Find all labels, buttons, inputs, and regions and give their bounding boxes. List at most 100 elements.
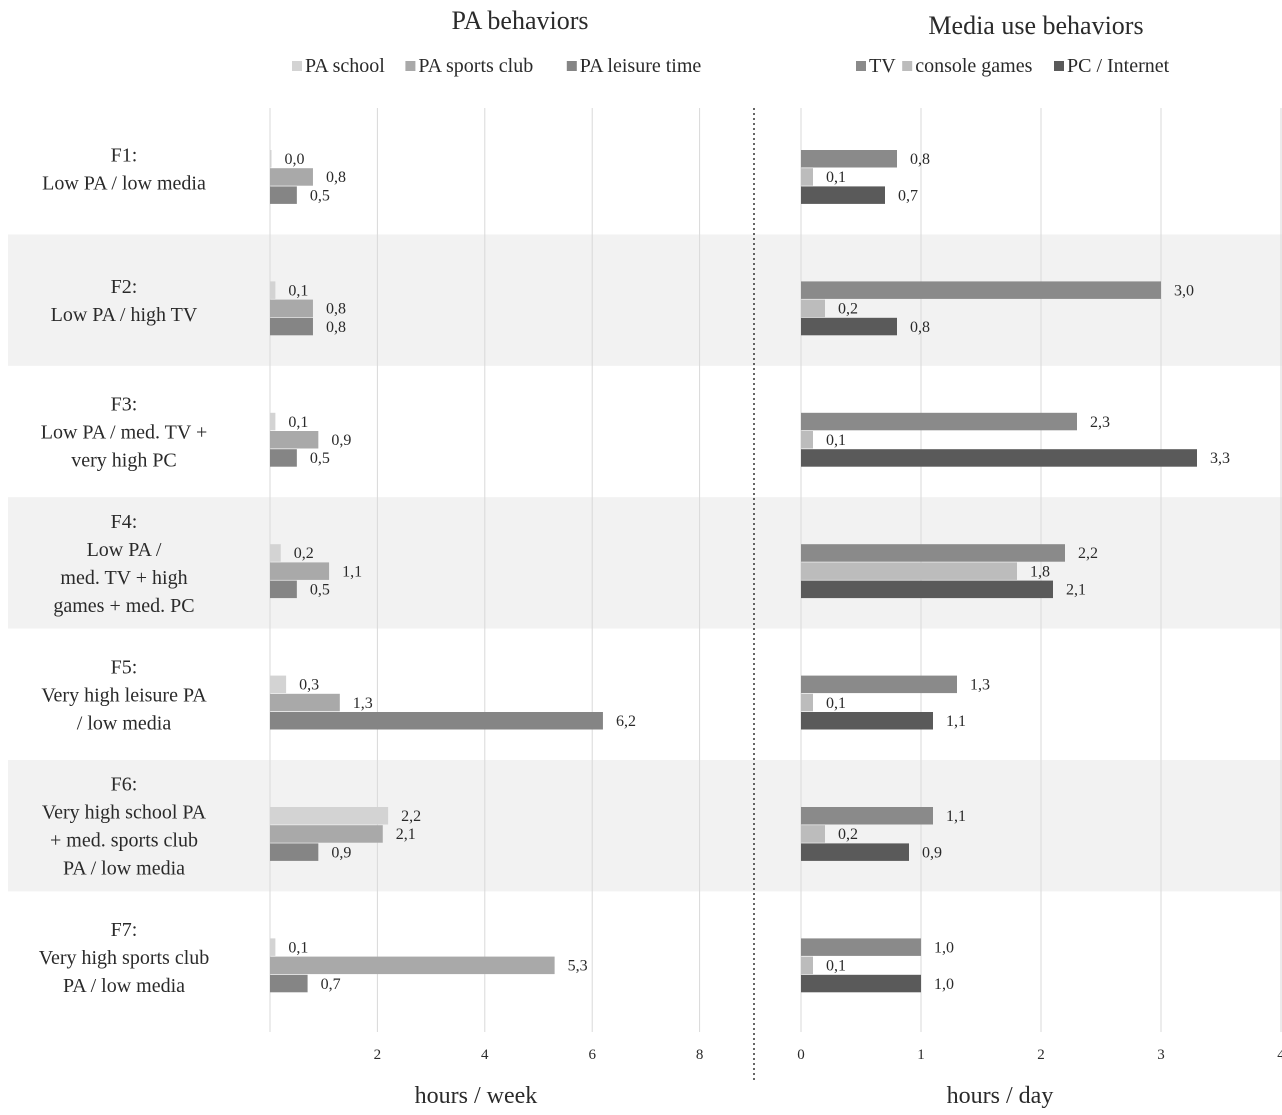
legend-label: console games <box>915 55 1032 77</box>
media-bar <box>801 675 957 694</box>
pa-value-label: 0,5 <box>310 450 330 467</box>
pa-bar <box>270 956 555 975</box>
pa-bar <box>270 449 297 467</box>
media-bar <box>801 825 825 843</box>
media-value-label: 0,8 <box>910 319 930 336</box>
media-bar <box>801 281 1161 299</box>
legend-label: PA leisure time <box>580 55 702 77</box>
pa-value-label: 1,3 <box>353 695 373 712</box>
category-label: F5: Very high leisure PA / low media <box>41 656 207 734</box>
category-label: F7: Very high sports club PA / low media <box>39 919 210 997</box>
legend-swatch <box>1054 61 1064 71</box>
category-label: F1: Low PA / low media <box>42 145 206 195</box>
pa-bar <box>270 186 297 204</box>
media-value-label: 0,8 <box>910 151 930 168</box>
media-bar <box>801 150 897 168</box>
pa-bar <box>270 281 276 299</box>
media-value-label: 0,2 <box>838 301 858 318</box>
media-tick-label: 3 <box>1157 1047 1165 1063</box>
row-band <box>8 497 1282 629</box>
media-value-label: 2,3 <box>1090 414 1110 431</box>
pa-tick-label: 2 <box>374 1047 382 1063</box>
media-bars: 0,8 3,0 2,3 2,2 1,3 1,1 1,0 0,1 0,2 0,1 1,8 0,1 0,2 0… <box>801 150 1230 993</box>
legend-label: TV <box>869 55 896 77</box>
pa-tick-label: 8 <box>696 1047 704 1063</box>
pa-bar <box>270 544 281 562</box>
pa-bar <box>270 299 313 318</box>
pa-bar <box>270 843 319 861</box>
media-value-label: 1,1 <box>946 808 966 825</box>
media-bar <box>801 449 1197 467</box>
pa-bar <box>270 938 276 956</box>
media-bar <box>801 412 1077 431</box>
legend-swatch <box>566 61 577 71</box>
pa-value-label: 2,2 <box>401 808 421 825</box>
pa-bar <box>270 431 319 449</box>
pa-value-label: 5,3 <box>568 958 588 975</box>
media-value-label: 0,9 <box>922 844 942 861</box>
pa-legend: PA school PA sports club PA leisure time <box>292 55 701 77</box>
pa-value-label: 0,8 <box>326 319 346 336</box>
media-bar <box>801 299 825 318</box>
legend-label: PA sports club <box>418 55 533 77</box>
pa-x-axis-title: hours / week <box>415 1083 538 1109</box>
media-tick-label: 1 <box>917 1047 925 1063</box>
media-bar <box>801 431 813 449</box>
media-value-label: 1,1 <box>946 713 966 730</box>
media-value-label: 0,1 <box>826 169 846 186</box>
pa-value-label: 2,1 <box>396 826 416 843</box>
media-tick-label: 4 <box>1277 1047 1282 1063</box>
media-bar <box>801 693 813 712</box>
pa-bar <box>270 150 272 168</box>
media-bar <box>801 168 813 186</box>
pa-bars: 0,00,10,10,20,32,20,10,80,80,91,11,32,15… <box>270 150 636 993</box>
pa-bar <box>270 712 603 730</box>
pa-bar <box>270 580 297 599</box>
pa-bar <box>270 807 389 825</box>
pa-value-label: 0,9 <box>331 432 351 449</box>
pa-value-label: 0,8 <box>326 169 346 186</box>
media-value-label: 1,0 <box>934 939 954 956</box>
media-value-label: 1,0 <box>934 976 954 993</box>
pa-value-label: 0,2 <box>294 545 314 562</box>
media-value-label: 3,0 <box>1174 282 1194 299</box>
legend-label: PA school <box>305 55 385 77</box>
pa-tick-label: 6 <box>588 1047 596 1063</box>
media-value-label: 0,7 <box>898 187 918 204</box>
pa-bar <box>270 317 313 336</box>
pa-value-label: 1,1 <box>342 563 362 580</box>
pa-panel-title: PA behaviors <box>452 6 589 35</box>
media-legend: TV console games PC / Internet <box>856 55 1170 77</box>
row-band <box>8 760 1282 892</box>
media-x-axis-title: hours / day <box>947 1083 1054 1109</box>
row-bands <box>8 234 1282 892</box>
pa-value-label: 6,2 <box>616 713 636 730</box>
legend-swatch <box>902 61 913 71</box>
legend-swatch <box>856 61 866 71</box>
pa-value-label: 0,8 <box>326 301 346 318</box>
media-bar <box>801 712 933 730</box>
pa-bar <box>270 675 287 694</box>
pa-value-label: 0,1 <box>288 282 308 299</box>
media-bar <box>801 974 921 993</box>
media-bar <box>801 317 897 336</box>
pa-value-label: 0,0 <box>285 151 305 168</box>
media-bar <box>801 562 1017 580</box>
tick-labels: 2 4 6 8 0 1 2 3 4 <box>374 1047 1282 1063</box>
category-label: F4: Low PA / med. TV + high games + med. PC <box>53 511 194 617</box>
media-value-label: 1,8 <box>1030 563 1050 580</box>
pa-bar <box>270 412 276 431</box>
media-panel-title: Media use behaviors <box>928 11 1143 40</box>
media-bar <box>801 807 933 825</box>
pa-value-label: 0,9 <box>331 844 351 861</box>
media-bar <box>801 843 909 861</box>
pa-value-label: 0,7 <box>321 976 341 993</box>
media-tick-label: 0 <box>797 1047 805 1063</box>
pa-value-label: 0,5 <box>310 187 330 204</box>
media-value-label: 1,3 <box>970 677 990 694</box>
pa-bar <box>270 825 383 843</box>
media-value-label: 0,2 <box>838 826 858 843</box>
category-labels: F1: Low PA / low media F2: Low PA / high TV… <box>39 145 210 997</box>
